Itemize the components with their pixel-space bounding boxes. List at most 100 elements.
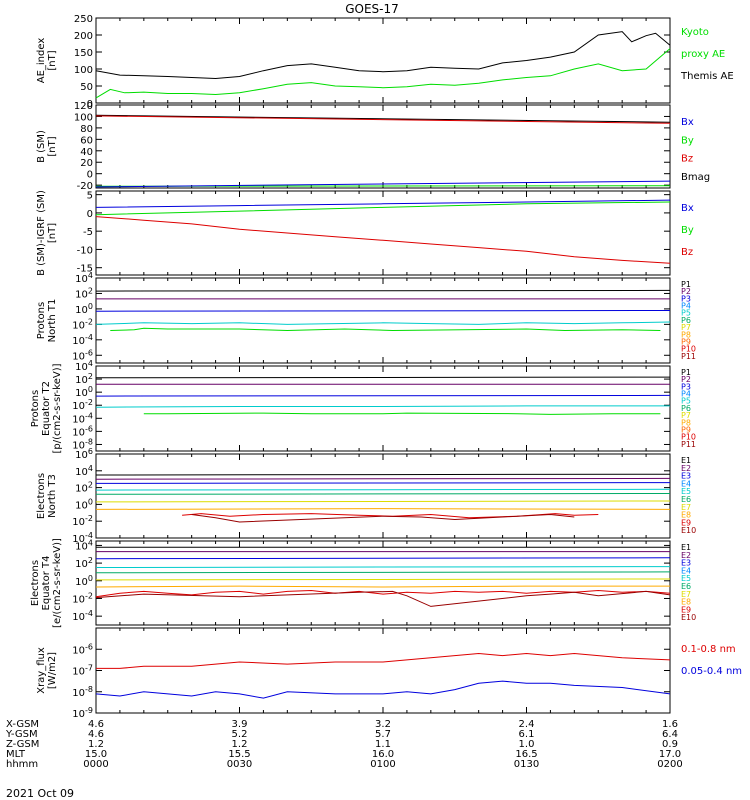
y-tick-label: 40: [80, 147, 93, 158]
series-line-4: [95, 321, 671, 325]
legend-entry: E1: [681, 456, 691, 465]
series-line-1: [95, 376, 671, 379]
footer-value: 6.1: [519, 729, 535, 740]
footer-value: 0200: [657, 759, 682, 770]
y-tick-label: 104: [75, 271, 93, 285]
y-tick-label: 150: [74, 48, 93, 59]
panel-8: 10-9 10-8 10-7 10-6 Xray_flux [W/m2] 0.1-0.8 n…: [36, 627, 742, 720]
legend-entry: P9: [681, 337, 691, 346]
legend-entry: E10: [681, 613, 696, 622]
y-axis-label: Equator T4: [41, 556, 52, 611]
series-line-7: [95, 585, 670, 588]
series-line-4: [95, 488, 671, 491]
footer-value: 1.0: [519, 739, 535, 750]
y-tick-label: 10-6: [72, 642, 93, 656]
series-line-3: [95, 216, 671, 264]
y-tick-label: 10-8: [72, 437, 93, 451]
series-line-2: [95, 115, 671, 124]
legend-entry: P11: [681, 352, 696, 361]
footer-row-label: X-GSM: [6, 719, 39, 730]
series-line-3: [95, 310, 671, 312]
y-tick-label: 100: [74, 112, 93, 123]
series-line-4: [95, 405, 670, 408]
y-tick-label: 60: [80, 135, 93, 146]
legend-entry: P1: [681, 368, 691, 377]
legend-entry: P6: [681, 316, 691, 325]
y-tick-label: 10-4: [72, 609, 93, 623]
footer-value: 3.9: [232, 719, 248, 730]
footer-value: 5.7: [375, 729, 391, 740]
footer-value: 0100: [370, 759, 395, 770]
legend-entry: E7: [681, 503, 691, 512]
series-line-1: [96, 652, 671, 669]
panel-7: 10-4 10-2 100 102 104 Electrons Equator T4 [e/(…: [30, 538, 696, 628]
footer-value: 16.0: [372, 749, 394, 760]
series-line-9: [191, 513, 575, 523]
series-line-5: [143, 412, 661, 415]
footer-value: 0.9: [662, 739, 678, 750]
y-tick-label: 120: [74, 101, 93, 112]
series-line-9: [95, 590, 671, 607]
series-line-1: [95, 31, 671, 80]
legend-entry: P8: [681, 418, 691, 427]
legend-entry: P10: [681, 433, 696, 442]
y-axis-label: Equator T2: [41, 381, 52, 436]
legend-entry: P7: [681, 411, 691, 420]
legend-entry: Bx: [681, 203, 694, 214]
y-axis-label: Protons: [36, 302, 47, 339]
footer-row-label: MLT: [6, 749, 26, 760]
y-tick-label: 102: [75, 481, 93, 495]
legend-entry: By: [681, 225, 694, 236]
y-tick-label: 0: [87, 209, 93, 220]
y-tick-label: 102: [75, 556, 93, 570]
legend-entry: P7: [681, 323, 691, 332]
y-axis-label: North T1: [47, 299, 58, 343]
series-line-2: [95, 201, 671, 216]
y-axis-label: [e/(cm2-s-sr-keV)]: [52, 538, 63, 628]
legend-entry: 0.1-0.8 nm: [681, 644, 736, 655]
footer-value: 1.2: [88, 739, 104, 750]
legend-entry: E5: [681, 487, 691, 496]
series-line-5: [110, 327, 661, 332]
y-tick-label: -15: [77, 264, 93, 275]
legend-entry: E8: [681, 598, 691, 607]
footer-row-label: Z-GSM: [6, 739, 39, 750]
y-tick-label: 10-2: [72, 514, 93, 528]
panel-frame: [95, 365, 671, 452]
legend-entry: P5: [681, 309, 691, 318]
y-tick-label: 100: [75, 385, 93, 399]
date-label: 2021 Oct 09: [6, 787, 74, 800]
footer-value: 16.5: [515, 749, 537, 760]
footer-value: 1.2: [232, 739, 248, 750]
legend-entry: E2: [681, 551, 691, 560]
legend-entry: Themis AE: [680, 71, 734, 82]
y-tick-label: 10-6: [72, 424, 93, 438]
footer-value: 15.5: [228, 749, 250, 760]
legend-entry: E6: [681, 495, 691, 504]
panel-frame: [95, 540, 671, 626]
legend-entry: E1: [681, 543, 691, 552]
series-line-3: [95, 482, 671, 484]
legend-entry: P10: [681, 345, 696, 354]
series-line-4: [95, 180, 671, 188]
series-line-7: [95, 508, 671, 510]
y-tick-label: 100: [75, 574, 93, 588]
y-tick-label: 10-2: [72, 398, 93, 412]
y-tick-label: 104: [75, 464, 93, 478]
legend-entry: P1: [681, 280, 691, 289]
footer-value: 0000: [83, 759, 108, 770]
y-tick-label: -20: [77, 181, 93, 192]
y-tick-label: 10-2: [72, 317, 93, 331]
legend-entry: E5: [681, 574, 691, 583]
legend-entry: E7: [681, 590, 691, 599]
legend-entry: P4: [681, 302, 691, 311]
y-tick-label: 106: [75, 447, 93, 461]
footer-value: 4.6: [88, 729, 104, 740]
series-line-5: [95, 493, 671, 495]
y-tick-label: 5: [87, 191, 93, 202]
y-tick-label: -5: [83, 227, 93, 238]
y-axis-label: B (SM)-IGRF (SM): [36, 190, 47, 276]
y-tick-label: 100: [75, 302, 93, 316]
footer-value: 15.0: [85, 749, 107, 760]
